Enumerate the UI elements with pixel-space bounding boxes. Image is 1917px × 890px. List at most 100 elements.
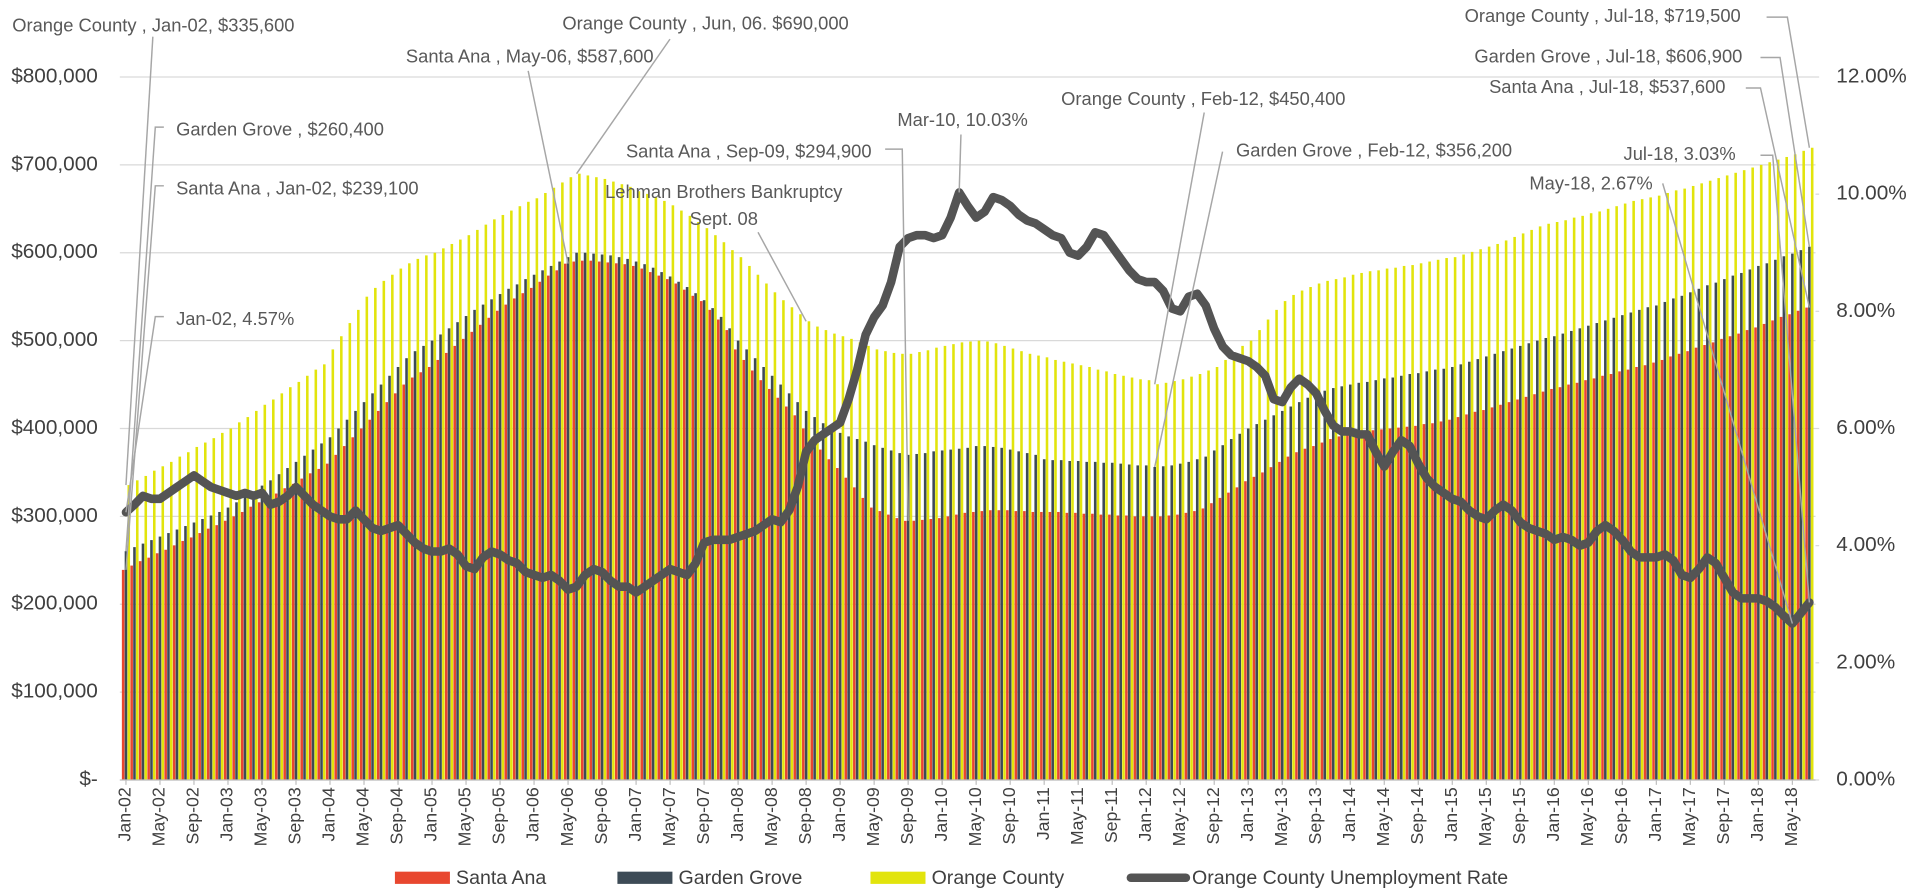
- bar: [439, 334, 442, 780]
- bar: [1728, 336, 1732, 780]
- bar: [1652, 362, 1655, 780]
- bar: [1303, 448, 1307, 780]
- bar: [549, 265, 553, 780]
- annotation: Orange County , Jun, 06. $690,000: [562, 12, 848, 33]
- bar: [1122, 375, 1125, 780]
- annotation-leader: [757, 231, 807, 322]
- bar: [300, 478, 303, 780]
- bar: [974, 446, 978, 780]
- bar: [1229, 439, 1233, 780]
- bar: [1210, 503, 1213, 780]
- y-tick-label: $300,000: [11, 504, 98, 527]
- x-tick-label: May-13: [1271, 787, 1291, 846]
- bar: [1686, 351, 1689, 780]
- bar: [864, 441, 867, 780]
- bar: [541, 270, 544, 780]
- bar: [929, 519, 933, 780]
- bar: [1249, 340, 1253, 780]
- bar: [365, 296, 369, 780]
- bar: [1346, 432, 1349, 780]
- bar: [337, 428, 340, 780]
- bar: [1459, 364, 1463, 780]
- bar: [983, 446, 986, 780]
- bar: [1320, 442, 1324, 780]
- bar: [1516, 399, 1519, 780]
- bar: [566, 257, 570, 780]
- y2-tick-label: 10.00%: [1836, 182, 1906, 205]
- bar: [776, 397, 780, 780]
- legend-swatch: [394, 871, 450, 884]
- bar: [1581, 215, 1584, 780]
- bar: [1207, 370, 1210, 780]
- annotation: Jul-18, 3.03%: [1624, 143, 1736, 164]
- bar: [558, 261, 561, 780]
- bar: [1224, 359, 1227, 780]
- x-tick-label: May-07: [659, 787, 679, 846]
- bar: [257, 502, 261, 780]
- bar: [184, 526, 187, 780]
- bar: [830, 428, 833, 780]
- bar: [1796, 310, 1800, 780]
- bar: [1365, 381, 1369, 780]
- bar: [1045, 357, 1049, 780]
- bar: [926, 350, 930, 780]
- y2-tick-label: 6.00%: [1836, 416, 1895, 439]
- legend-swatch: [617, 871, 673, 884]
- bar: [379, 384, 383, 780]
- bar: [1201, 508, 1205, 780]
- bar: [453, 345, 457, 780]
- bar: [643, 264, 646, 780]
- bar: [495, 310, 499, 780]
- bar: [1184, 512, 1188, 780]
- bar: [192, 522, 196, 780]
- bar: [949, 449, 952, 780]
- bar: [1065, 512, 1069, 780]
- x-tick-label: Jan-07: [625, 787, 645, 841]
- bar: [1765, 263, 1769, 780]
- bar: [1626, 369, 1630, 780]
- bar: [1031, 511, 1035, 780]
- bar: [836, 468, 839, 780]
- bar: [1099, 514, 1103, 780]
- bar: [303, 455, 306, 780]
- bar: [1456, 417, 1460, 780]
- bar: [569, 177, 573, 780]
- bar: [980, 511, 984, 780]
- bar: [1425, 371, 1429, 780]
- bar: [785, 406, 788, 780]
- bar: [1717, 178, 1720, 780]
- bar: [1238, 433, 1242, 780]
- bar: [1258, 330, 1261, 780]
- bar: [198, 533, 201, 780]
- bar: [816, 326, 819, 780]
- bar: [787, 393, 791, 780]
- bar: [1621, 315, 1624, 780]
- bar: [972, 511, 975, 780]
- annotation: Orange County , Jan-02, $335,600: [12, 15, 294, 36]
- bar: [1635, 366, 1638, 780]
- bar: [1000, 447, 1003, 780]
- annotation-leader: [1153, 151, 1224, 468]
- bar: [172, 545, 176, 780]
- bar: [252, 491, 255, 780]
- bar: [1618, 371, 1621, 780]
- bar: [1051, 460, 1054, 780]
- bar: [938, 518, 941, 780]
- bar: [1306, 397, 1310, 780]
- bar: [484, 224, 488, 780]
- x-tick-label: May-09: [863, 787, 883, 846]
- bar: [589, 260, 593, 780]
- bar: [1136, 465, 1139, 780]
- bar: [393, 393, 397, 780]
- bar: [1133, 516, 1137, 780]
- bar: [1156, 384, 1159, 780]
- bar: [1538, 226, 1542, 780]
- bar: [130, 565, 133, 780]
- bar: [1453, 257, 1457, 780]
- bar: [1289, 406, 1293, 780]
- bar: [1553, 336, 1556, 780]
- annotation: Sept. 08: [690, 208, 758, 229]
- bar: [1037, 355, 1040, 780]
- bar: [512, 298, 516, 780]
